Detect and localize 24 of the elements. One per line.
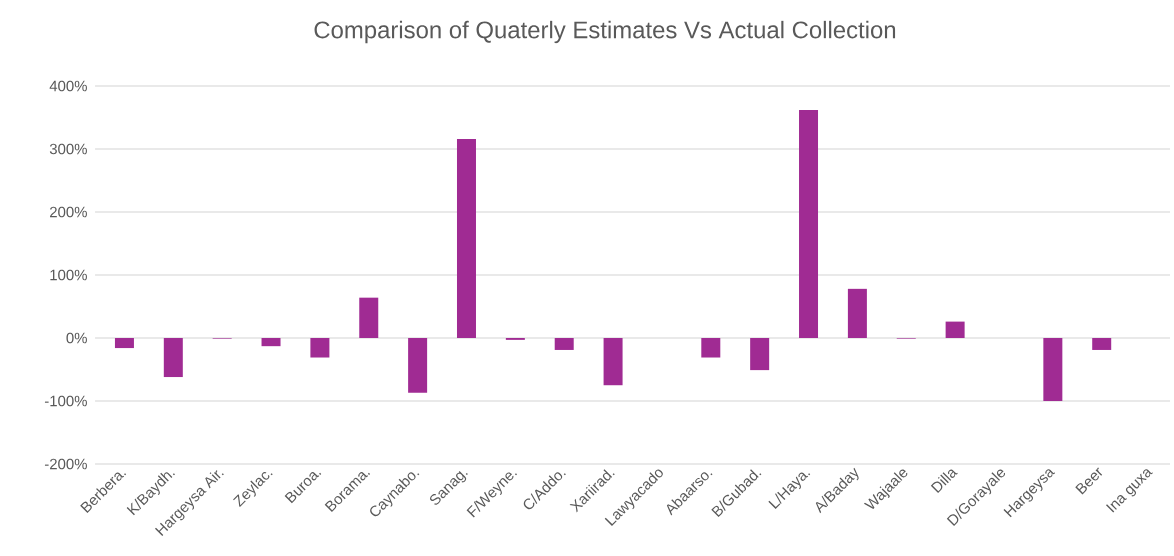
bar	[163, 337, 183, 378]
y-tick-label: -100%	[44, 395, 87, 407]
bar	[603, 337, 623, 386]
bar	[359, 297, 379, 338]
bar	[799, 109, 819, 338]
bar	[261, 337, 281, 347]
y-tick-label: 400%	[49, 80, 87, 92]
bar	[750, 337, 770, 371]
y-tick-label: -200%	[44, 458, 87, 470]
bar	[701, 337, 721, 358]
chart-title: Comparison of Quaterly Estimates Vs Actual Collection	[314, 20, 896, 44]
y-tick-label: 300%	[49, 143, 87, 155]
bar	[310, 337, 330, 358]
bar	[456, 138, 476, 338]
bar	[114, 337, 134, 349]
bar	[847, 288, 867, 338]
bar	[1043, 337, 1063, 401]
y-tick-label: 0%	[66, 332, 87, 344]
y-tick-label: 100%	[50, 269, 87, 281]
bar	[945, 321, 965, 338]
bar	[1092, 337, 1112, 350]
bar	[408, 337, 428, 393]
bar	[554, 337, 574, 350]
y-tick-label: 200%	[50, 206, 87, 218]
